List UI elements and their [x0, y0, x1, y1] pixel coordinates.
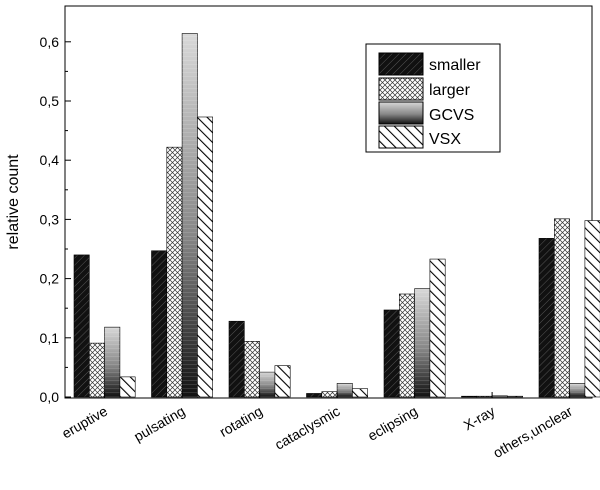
bar-vsx-rotating — [274, 365, 291, 398]
y-axis-label: relative count — [5, 154, 22, 250]
y-tick-label: 0,1 — [40, 330, 60, 346]
x-tick-label: eruptive — [59, 403, 110, 442]
bar-larger-x-ray — [476, 395, 493, 398]
y-tick-label: 0,6 — [40, 34, 60, 50]
bar-smaller-pulsating — [151, 250, 168, 398]
y-tick-label: 0,3 — [40, 211, 60, 227]
legend-swatch-gcvs — [378, 101, 424, 125]
bar-gcvs-texture — [182, 33, 198, 398]
bar-vsx-pulsating — [197, 116, 213, 398]
bar-vsx-cataclysmic — [352, 388, 368, 398]
bar-smaller-others-unclear — [538, 238, 555, 398]
bar-vsx-others-unclear — [584, 220, 600, 398]
bar-vsx-eclipsing — [429, 258, 446, 398]
bar-gcvs-texture — [414, 288, 430, 397]
plot-frame — [64, 5, 593, 399]
x-tick-label: eclipsing — [365, 403, 420, 444]
bar-gcvs-texture — [259, 372, 275, 397]
x-tick-label: cataclysmic — [272, 403, 343, 453]
bar-larger-rotating — [244, 341, 260, 398]
x-tick-label: pulsating — [131, 403, 188, 445]
bar-gcvs-texture — [337, 383, 353, 397]
bar-larger-eclipsing — [398, 293, 415, 398]
bar-larger-pulsating — [166, 146, 183, 398]
x-tick-label: others,unclear — [490, 403, 575, 461]
x-tick-label: rotating — [217, 403, 265, 440]
bar-smaller-eclipsing — [383, 309, 400, 398]
y-tick-label: 0,2 — [40, 271, 60, 287]
legend-swatch-smaller — [378, 52, 424, 76]
legend-swatch-vsx — [378, 125, 424, 149]
bar-vsx-eruptive — [119, 376, 136, 398]
y-tick-label: 0,5 — [40, 93, 60, 109]
bar-gcvs-texture — [104, 327, 120, 397]
legend-swatch-larger — [378, 77, 424, 101]
bar-vsx-x-ray — [507, 395, 523, 398]
bar-smaller-rotating — [228, 320, 245, 398]
bar-gcvs-texture — [569, 383, 585, 397]
y-tick-label: 0,0 — [40, 389, 60, 405]
bar-larger-cataclysmic — [321, 391, 338, 398]
bar-larger-others-unclear — [553, 218, 570, 398]
y-tick-label: 0,4 — [40, 152, 60, 168]
x-tick-label: X-ray — [461, 403, 498, 434]
legend-label-smaller: smaller — [429, 57, 481, 74]
bar-smaller-cataclysmic — [306, 393, 323, 398]
legend: smaller larger GCVS VSX — [365, 43, 501, 153]
legend-label-gcvs: GCVS — [429, 107, 474, 124]
bar-smaller-x-ray — [461, 395, 478, 398]
bar-gcvs-texture — [492, 395, 508, 397]
bar-larger-eruptive — [89, 342, 105, 398]
legend-label-larger: larger — [429, 82, 471, 99]
legend-label-vsx: VSX — [429, 131, 461, 148]
bar-smaller-eruptive — [73, 254, 90, 398]
